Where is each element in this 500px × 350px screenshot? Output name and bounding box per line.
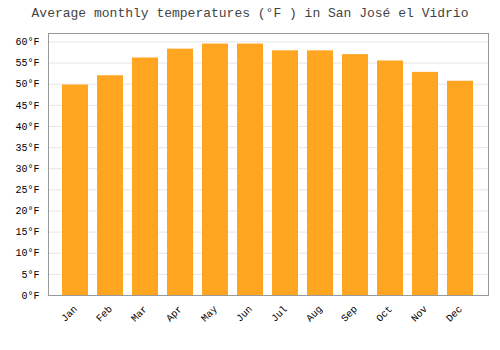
svg-text:5°F: 5°F [21, 270, 39, 281]
svg-text:Sep: Sep [339, 304, 360, 325]
svg-text:45°F: 45°F [15, 101, 39, 112]
svg-text:Aug: Aug [304, 304, 325, 325]
svg-text:Oct: Oct [374, 304, 395, 325]
svg-text:Mar: Mar [129, 304, 150, 325]
svg-text:Jan: Jan [59, 304, 80, 325]
svg-text:Jun: Jun [234, 304, 255, 325]
svg-text:60°F: 60°F [15, 37, 39, 48]
svg-text:10°F: 10°F [15, 248, 39, 259]
svg-text:40°F: 40°F [15, 122, 39, 133]
svg-text:Apr: Apr [164, 304, 185, 325]
svg-text:Jul: Jul [269, 304, 290, 325]
svg-text:55°F: 55°F [15, 58, 39, 69]
svg-text:15°F: 15°F [15, 227, 39, 238]
svg-text:50°F: 50°F [15, 79, 39, 90]
svg-text:May: May [199, 304, 220, 325]
svg-text:Nov: Nov [409, 304, 430, 325]
svg-text:25°F: 25°F [15, 185, 39, 196]
svg-text:0°F: 0°F [21, 291, 39, 302]
svg-text:30°F: 30°F [15, 164, 39, 175]
svg-text:Dec: Dec [444, 304, 465, 325]
svg-text:Feb: Feb [94, 304, 115, 325]
html-text:Average monthly temperatures (: Average monthly temperatures (°F ) in Sa… [31, 6, 469, 21]
svg-text:20°F: 20°F [15, 206, 39, 217]
svg-text:35°F: 35°F [15, 143, 39, 154]
